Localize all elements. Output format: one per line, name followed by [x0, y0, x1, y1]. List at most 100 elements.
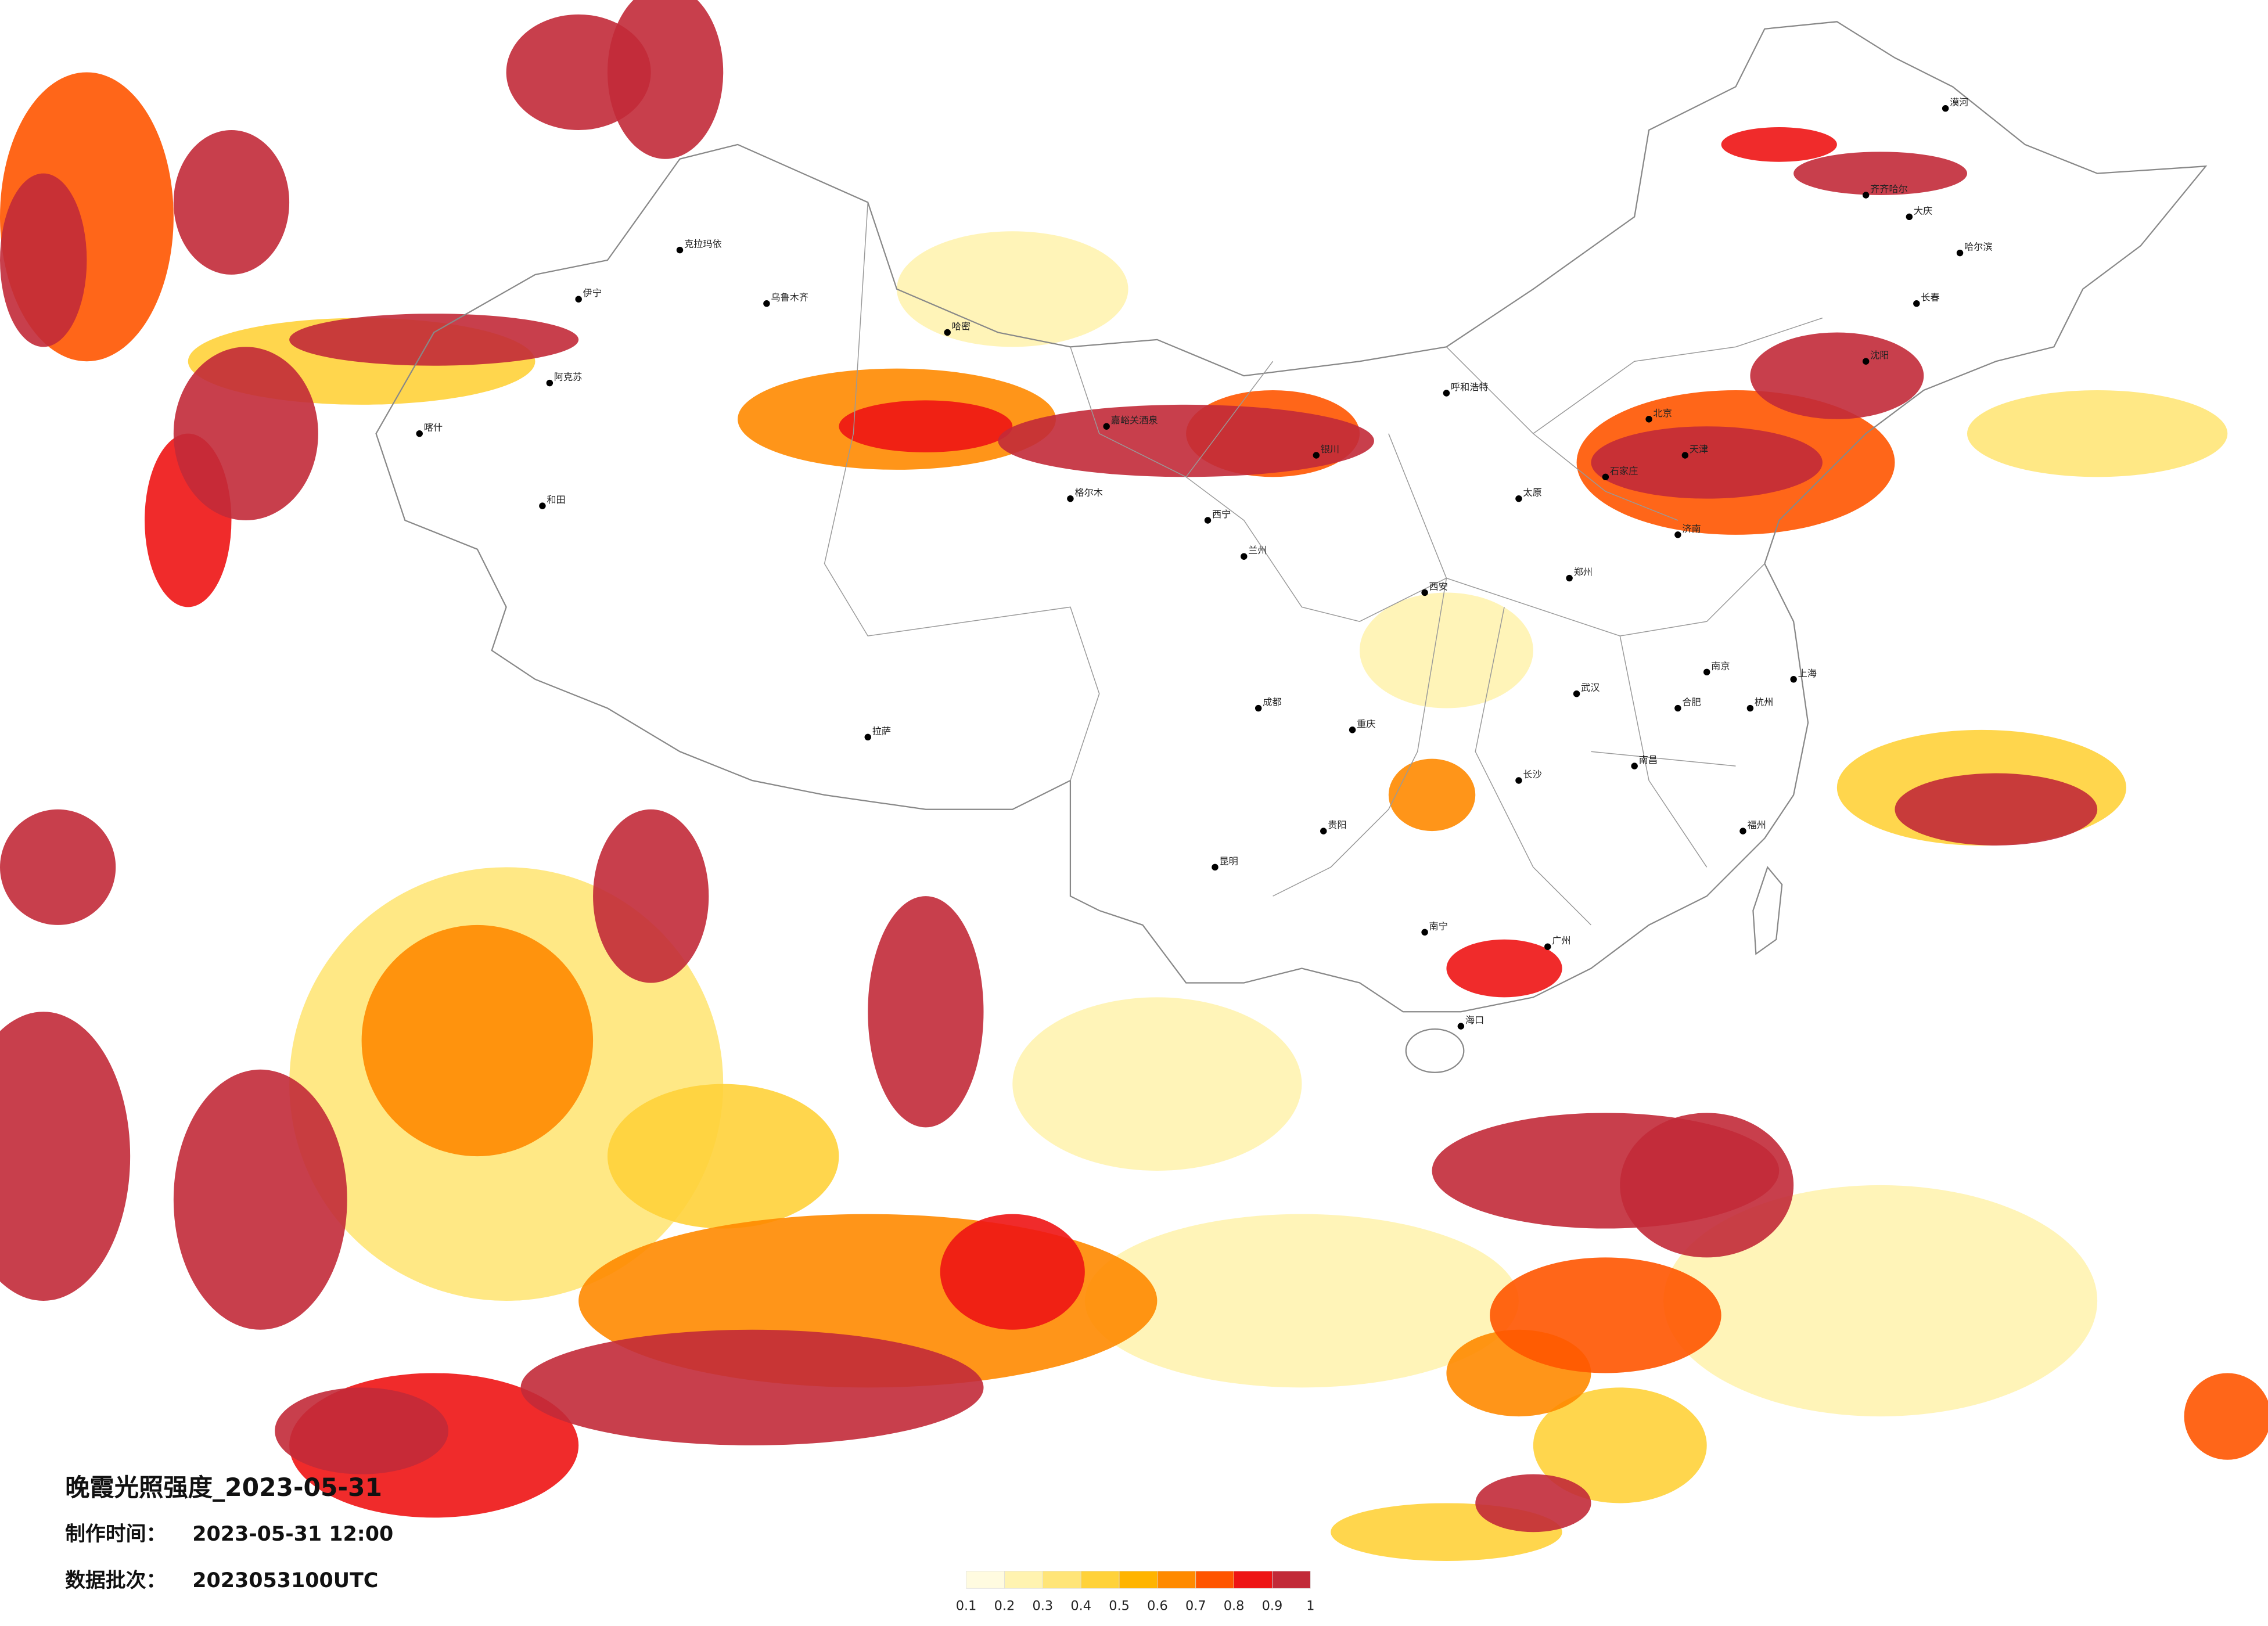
- city-dot: [1790, 676, 1797, 683]
- legend-tick-label: 0.8: [1224, 1599, 1245, 1614]
- city-dot: [1942, 105, 1949, 112]
- heat-blob: [1663, 1185, 2098, 1417]
- legend: 0.1 0.2 0.3 0.4 0.5 0.6 0.7 0.8 0.9 1: [956, 1571, 1314, 1614]
- city-label: 北京: [1654, 408, 1672, 419]
- city-label: 合肥: [1682, 697, 1701, 708]
- legend-swatch: [1272, 1571, 1311, 1589]
- legend-swatch: [1157, 1571, 1196, 1589]
- city-label: 兰州: [1248, 545, 1267, 556]
- heat-blob: [1012, 997, 1302, 1171]
- city-label: 济南: [1682, 523, 1701, 534]
- city-dot: [1255, 704, 1262, 712]
- city-label: 和田: [547, 494, 565, 505]
- heat-blob: [608, 0, 724, 159]
- city-label: 喀什: [424, 422, 443, 433]
- made-label: 制作时间：: [65, 1523, 166, 1546]
- heat-blob: [173, 130, 290, 275]
- city-label: 南昌: [1639, 754, 1658, 765]
- city-dot: [1103, 423, 1110, 430]
- city-dot: [416, 430, 423, 437]
- legend-tick-label: 0.7: [1185, 1599, 1206, 1614]
- heat-blob: [998, 404, 1374, 477]
- heat-blob: [1750, 332, 1924, 419]
- city-label: 杭州: [1755, 697, 1773, 708]
- city-dot: [1457, 1023, 1465, 1030]
- city-dot: [1703, 668, 1710, 676]
- city-dot: [1544, 943, 1551, 950]
- city-dot: [575, 296, 582, 303]
- heat-blob: [275, 1387, 449, 1474]
- legend-tick-label: 0.4: [1070, 1599, 1091, 1614]
- city-label: 格尔木: [1074, 487, 1103, 498]
- city-label: 石家庄: [1610, 465, 1638, 476]
- heat-blob: [1591, 426, 1823, 499]
- city-label: 海口: [1465, 1015, 1484, 1026]
- heat-blob: [1793, 152, 1967, 195]
- heat-blob: [1533, 1387, 1707, 1503]
- city-label: 伊宁: [583, 287, 602, 298]
- legend-swatch: [1004, 1571, 1043, 1589]
- city-dot: [763, 300, 770, 307]
- city-label: 大庆: [1914, 205, 1932, 216]
- map-title: 晚霞光照强度_2023-05-31: [65, 1473, 382, 1502]
- city-dot: [864, 733, 871, 741]
- batch-label: 数据批次：: [65, 1569, 166, 1592]
- city-label: 沈阳: [1870, 350, 1889, 361]
- heat-blob: [940, 1214, 1085, 1330]
- city-dot: [1681, 452, 1689, 459]
- heat-blob: [173, 347, 318, 520]
- heat-blob: [361, 924, 594, 1157]
- city-dot: [1443, 390, 1450, 397]
- heat-blob: [289, 314, 579, 366]
- city-label: 长春: [1921, 292, 1939, 303]
- legend-tick-label: 0.9: [1262, 1599, 1283, 1614]
- city-dot: [1746, 704, 1754, 712]
- heat-blob: [1895, 773, 2098, 846]
- city-dot: [1515, 777, 1522, 784]
- city-label: 贵阳: [1328, 819, 1346, 830]
- batch: 2023053100UTC: [192, 1569, 378, 1592]
- city-dot: [546, 379, 553, 387]
- heat-blob: [607, 1084, 839, 1229]
- heat-blob: [1967, 390, 2228, 477]
- legend-swatch: [1042, 1571, 1081, 1589]
- heat-blob: [0, 1012, 131, 1301]
- legend-swatch: [1080, 1571, 1120, 1589]
- city-dot: [1204, 517, 1212, 524]
- city-label: 呼和浩特: [1451, 382, 1489, 393]
- city-label: 广州: [1552, 935, 1570, 946]
- legend-tick-label: 0.5: [1109, 1599, 1130, 1614]
- heat-blob: [0, 809, 116, 925]
- city-label: 南宁: [1429, 920, 1448, 931]
- hainan-outline: [1405, 1028, 1465, 1073]
- legend-swatch: [1195, 1571, 1234, 1589]
- city-label: 银川: [1321, 444, 1339, 455]
- city-label: 成都: [1263, 697, 1281, 708]
- city-label: 齐齐哈尔: [1870, 184, 1908, 195]
- city-dot: [1515, 495, 1522, 502]
- heat-blob: [1620, 1113, 1794, 1258]
- city-label: 天津: [1690, 444, 1708, 455]
- city-dot: [1602, 473, 1609, 481]
- city-label: 哈密: [952, 321, 971, 332]
- legend-tick-label: 0.6: [1147, 1599, 1168, 1614]
- city-dot: [1645, 416, 1652, 423]
- city-dot: [1421, 929, 1428, 936]
- city-dot: [1674, 531, 1681, 538]
- legend-tick-label: 0.3: [1033, 1599, 1054, 1614]
- heat-blob: [1084, 1214, 1519, 1388]
- heat-blob: [1360, 592, 1533, 708]
- city-label: 漠河: [1950, 97, 1968, 108]
- city-dot: [1566, 574, 1573, 582]
- city-label: 拉萨: [872, 725, 891, 736]
- city-dot: [1241, 553, 1248, 560]
- city-dot: [1913, 300, 1920, 307]
- city-label: 西宁: [1212, 509, 1231, 520]
- heat-blob: [173, 1069, 347, 1330]
- city-dot: [1739, 828, 1746, 834]
- city-dot: [1212, 864, 1219, 871]
- heat-blob: [1721, 127, 1837, 162]
- city-dot: [1421, 589, 1428, 596]
